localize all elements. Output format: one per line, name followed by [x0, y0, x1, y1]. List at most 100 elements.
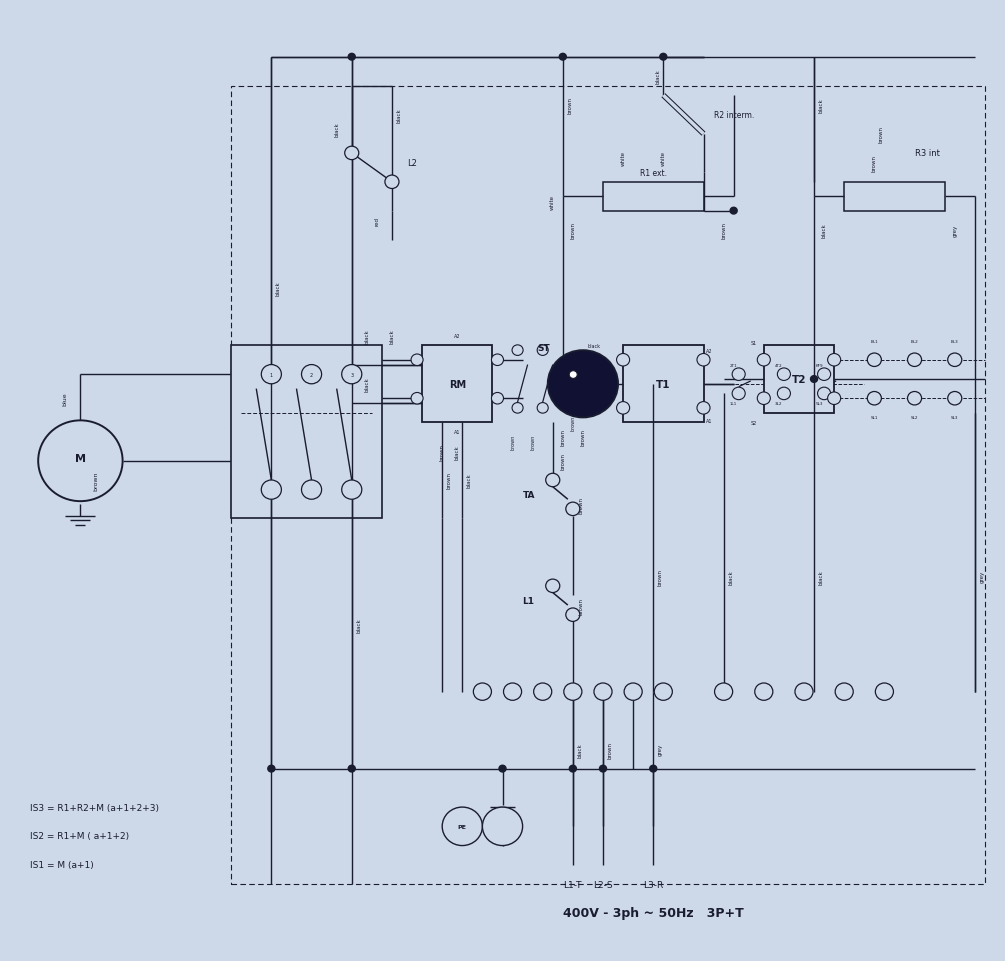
Text: S1: S1 — [751, 340, 757, 346]
Text: brown: brown — [872, 155, 876, 172]
Text: T1: T1 — [656, 380, 670, 389]
Circle shape — [616, 402, 629, 415]
Circle shape — [348, 765, 356, 773]
Text: IS2 = R1+M ( a+1+2): IS2 = R1+M ( a+1+2) — [30, 831, 130, 841]
Circle shape — [411, 355, 423, 366]
Text: TA: TA — [523, 490, 535, 500]
Text: S2: S2 — [751, 420, 757, 426]
Circle shape — [564, 683, 582, 701]
Bar — [231, 86, 985, 884]
Circle shape — [908, 392, 922, 406]
Text: red: red — [375, 216, 379, 226]
Text: black: black — [467, 473, 471, 488]
Circle shape — [654, 683, 672, 701]
Circle shape — [473, 683, 491, 701]
Circle shape — [491, 393, 504, 405]
Text: T2: T2 — [792, 375, 806, 384]
Text: L3-R: L3-R — [643, 879, 663, 889]
Circle shape — [599, 765, 607, 773]
Circle shape — [649, 765, 657, 773]
Text: 3: 3 — [350, 372, 354, 378]
Circle shape — [267, 765, 275, 773]
Circle shape — [512, 404, 524, 413]
Bar — [603, 183, 704, 211]
Circle shape — [758, 392, 771, 406]
Text: brown: brown — [511, 434, 515, 450]
Circle shape — [559, 54, 567, 61]
Circle shape — [345, 147, 359, 160]
Text: brown: brown — [722, 222, 726, 239]
Circle shape — [548, 351, 618, 418]
Circle shape — [696, 354, 710, 367]
Text: black: black — [656, 69, 660, 85]
Circle shape — [442, 807, 482, 846]
Text: white: white — [621, 151, 625, 166]
Circle shape — [261, 365, 281, 384]
Circle shape — [499, 765, 507, 773]
Text: 1L1: 1L1 — [730, 402, 738, 406]
Text: brown: brown — [561, 429, 565, 446]
Text: black: black — [276, 281, 280, 296]
Text: brown: brown — [93, 471, 97, 490]
Text: 4T2: 4T2 — [775, 363, 783, 367]
Circle shape — [835, 683, 853, 701]
Text: 400V - 3ph ~ 50Hz   3P+T: 400V - 3ph ~ 50Hz 3P+T — [563, 906, 744, 920]
Circle shape — [534, 683, 552, 701]
Text: brown: brown — [440, 443, 444, 460]
Text: L2-S: L2-S — [593, 879, 613, 889]
Text: grey: grey — [658, 744, 662, 755]
Circle shape — [817, 387, 830, 401]
Circle shape — [867, 392, 881, 406]
Text: 2T1: 2T1 — [730, 363, 738, 367]
Circle shape — [828, 354, 840, 367]
Circle shape — [795, 683, 813, 701]
Text: black: black — [819, 569, 823, 584]
Text: brown: brown — [581, 429, 585, 446]
Circle shape — [696, 402, 710, 415]
Text: brown: brown — [571, 415, 575, 431]
Text: BL1: BL1 — [870, 339, 878, 343]
Text: L1-T: L1-T — [564, 879, 582, 889]
Circle shape — [948, 392, 962, 406]
Text: brown: brown — [879, 126, 883, 143]
Text: ST: ST — [538, 343, 551, 353]
Text: 5L3: 5L3 — [815, 402, 823, 406]
Text: black: black — [578, 742, 582, 757]
Circle shape — [342, 480, 362, 500]
Text: grey: grey — [953, 225, 957, 236]
Text: black: black — [455, 444, 459, 459]
Text: brown: brown — [658, 568, 662, 585]
Text: PE: PE — [458, 824, 466, 829]
Circle shape — [778, 368, 791, 382]
Circle shape — [569, 371, 577, 379]
Text: RM: RM — [448, 380, 466, 389]
Circle shape — [546, 474, 560, 487]
Circle shape — [715, 683, 733, 701]
Circle shape — [867, 354, 881, 367]
Circle shape — [817, 368, 830, 382]
Text: brown: brown — [579, 597, 583, 614]
Text: black: black — [390, 329, 394, 344]
Text: A2: A2 — [706, 348, 712, 354]
Text: SL1: SL1 — [870, 416, 878, 420]
Text: black: black — [822, 223, 826, 238]
Text: A1: A1 — [706, 418, 712, 424]
Circle shape — [482, 807, 523, 846]
Circle shape — [778, 387, 791, 401]
Circle shape — [566, 503, 580, 516]
Circle shape — [261, 480, 281, 500]
Bar — [844, 183, 945, 211]
Text: IS1 = M (a+1): IS1 = M (a+1) — [30, 860, 93, 870]
Circle shape — [411, 393, 423, 405]
Bar — [623, 346, 704, 423]
Text: blue: blue — [63, 392, 67, 406]
Circle shape — [512, 345, 524, 357]
Circle shape — [594, 683, 612, 701]
Circle shape — [566, 608, 580, 622]
Text: SL3: SL3 — [951, 416, 959, 420]
Circle shape — [948, 354, 962, 367]
Text: BL3: BL3 — [951, 339, 959, 343]
Circle shape — [537, 404, 549, 413]
Circle shape — [732, 368, 746, 382]
Text: L2: L2 — [407, 159, 417, 168]
